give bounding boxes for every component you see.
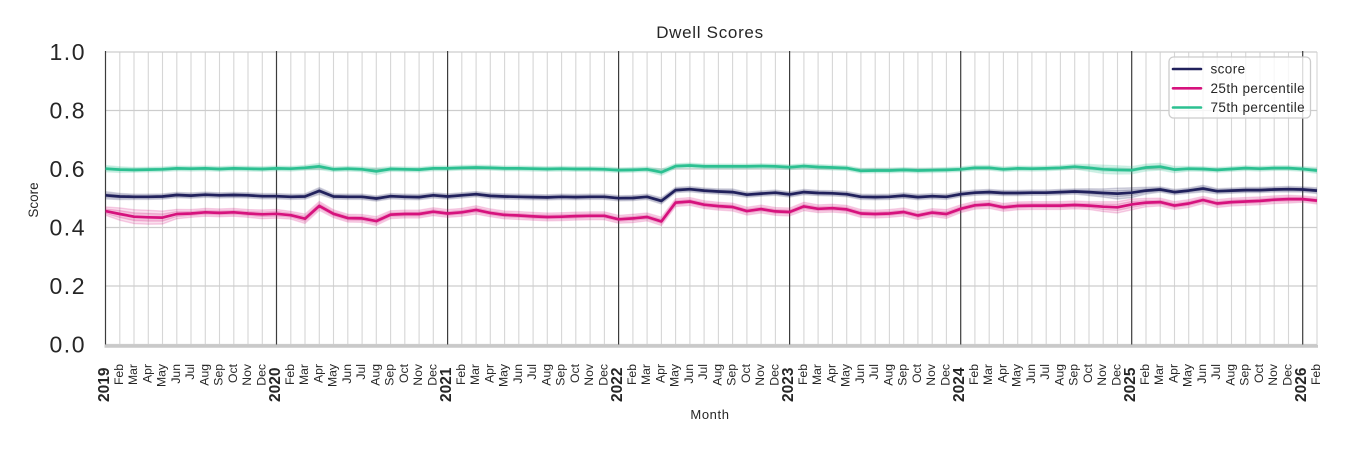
svg-text:Oct: Oct — [910, 363, 924, 383]
svg-text:Aug: Aug — [710, 364, 724, 386]
svg-text:0.4: 0.4 — [50, 215, 86, 241]
svg-text:2025: 2025 — [1122, 367, 1139, 402]
svg-text:0.0: 0.0 — [50, 332, 86, 358]
svg-text:2023: 2023 — [780, 367, 797, 402]
svg-text:Mar: Mar — [810, 364, 824, 385]
svg-text:Apr: Apr — [311, 364, 325, 383]
svg-text:2021: 2021 — [438, 367, 455, 402]
svg-text:Aug: Aug — [368, 364, 382, 386]
svg-text:Nov: Nov — [1095, 363, 1109, 386]
svg-text:Sep: Sep — [1238, 364, 1252, 386]
svg-text:Sep: Sep — [725, 364, 739, 386]
svg-text:25th percentile: 25th percentile — [1211, 81, 1306, 96]
svg-text:Nov: Nov — [924, 363, 938, 386]
svg-text:0.2: 0.2 — [50, 273, 86, 299]
svg-text:Mar: Mar — [468, 364, 482, 385]
svg-text:Apr: Apr — [140, 364, 154, 383]
svg-text:Jul: Jul — [1209, 364, 1223, 380]
svg-text:Nov: Nov — [582, 363, 596, 386]
svg-text:May: May — [326, 363, 340, 387]
svg-text:Month: Month — [690, 407, 729, 422]
svg-text:Oct: Oct — [1252, 363, 1266, 383]
svg-text:Apr: Apr — [824, 364, 838, 383]
svg-text:Feb: Feb — [796, 364, 810, 385]
svg-text:Jun: Jun — [511, 364, 525, 384]
svg-text:Aug: Aug — [197, 364, 211, 386]
svg-text:Jul: Jul — [1038, 364, 1052, 380]
svg-text:Dec: Dec — [254, 364, 268, 386]
svg-text:Jun: Jun — [169, 364, 183, 384]
svg-text:Feb: Feb — [283, 364, 297, 385]
svg-text:Jun: Jun — [853, 364, 867, 384]
svg-text:Jul: Jul — [183, 364, 197, 380]
svg-text:Dec: Dec — [938, 364, 952, 386]
svg-text:0.6: 0.6 — [50, 156, 86, 182]
svg-text:Dec: Dec — [596, 364, 610, 386]
svg-text:2019: 2019 — [96, 367, 113, 402]
svg-text:Dec: Dec — [767, 364, 781, 386]
svg-text:May: May — [1010, 363, 1024, 387]
svg-text:May: May — [155, 363, 169, 387]
svg-text:score: score — [1211, 62, 1246, 77]
svg-text:1.0: 1.0 — [50, 39, 86, 65]
svg-text:Oct: Oct — [397, 363, 411, 383]
svg-text:May: May — [1181, 363, 1195, 387]
svg-text:Jun: Jun — [682, 364, 696, 384]
svg-text:Dec: Dec — [425, 364, 439, 386]
svg-text:Dec: Dec — [1110, 364, 1124, 386]
svg-text:Sep: Sep — [1067, 364, 1081, 386]
svg-text:Feb: Feb — [967, 364, 981, 385]
svg-text:Sep: Sep — [896, 364, 910, 386]
svg-text:Mar: Mar — [981, 364, 995, 385]
svg-text:2024: 2024 — [951, 367, 968, 402]
svg-text:Jul: Jul — [525, 364, 539, 380]
svg-text:Score: Score — [26, 182, 41, 217]
svg-text:2022: 2022 — [609, 368, 626, 402]
svg-text:Jun: Jun — [1195, 364, 1209, 384]
svg-text:Oct: Oct — [226, 363, 240, 383]
svg-text:Apr: Apr — [995, 364, 1009, 383]
svg-text:2020: 2020 — [267, 368, 284, 402]
svg-text:Oct: Oct — [568, 363, 582, 383]
svg-text:Apr: Apr — [653, 364, 667, 383]
svg-text:Feb: Feb — [112, 364, 126, 385]
svg-text:Jun: Jun — [1024, 364, 1038, 384]
svg-text:Apr: Apr — [482, 364, 496, 383]
svg-text:May: May — [497, 363, 511, 387]
svg-text:Sep: Sep — [212, 364, 226, 386]
svg-text:Oct: Oct — [739, 363, 753, 383]
svg-text:Mar: Mar — [297, 364, 311, 385]
svg-text:May: May — [839, 363, 853, 387]
svg-text:Sep: Sep — [383, 364, 397, 386]
svg-text:Feb: Feb — [1138, 364, 1152, 385]
svg-text:Mar: Mar — [639, 364, 653, 385]
svg-text:Nov: Nov — [411, 363, 425, 386]
svg-text:2026: 2026 — [1293, 367, 1310, 402]
svg-text:Nov: Nov — [753, 363, 767, 386]
svg-text:Dec: Dec — [1281, 364, 1295, 386]
svg-text:Nov: Nov — [1266, 363, 1280, 386]
svg-text:Sep: Sep — [554, 364, 568, 386]
svg-text:Aug: Aug — [539, 364, 553, 386]
svg-text:Jul: Jul — [696, 364, 710, 380]
svg-text:Aug: Aug — [881, 364, 895, 386]
svg-text:Mar: Mar — [1152, 364, 1166, 385]
svg-text:May: May — [668, 363, 682, 387]
svg-text:Apr: Apr — [1167, 364, 1181, 383]
svg-text:Oct: Oct — [1081, 363, 1095, 383]
svg-text:Feb: Feb — [1309, 364, 1323, 385]
svg-text:Feb: Feb — [625, 364, 639, 385]
svg-text:Dwell Scores: Dwell Scores — [656, 23, 764, 42]
svg-text:0.8: 0.8 — [50, 98, 86, 124]
svg-text:Mar: Mar — [126, 364, 140, 385]
svg-text:Aug: Aug — [1224, 364, 1238, 386]
svg-text:Feb: Feb — [454, 364, 468, 385]
svg-text:75th percentile: 75th percentile — [1211, 100, 1306, 115]
svg-text:Aug: Aug — [1052, 364, 1066, 386]
svg-text:Jun: Jun — [340, 364, 354, 384]
svg-text:Jul: Jul — [867, 364, 881, 380]
svg-text:Jul: Jul — [354, 364, 368, 380]
svg-text:Nov: Nov — [240, 363, 254, 386]
